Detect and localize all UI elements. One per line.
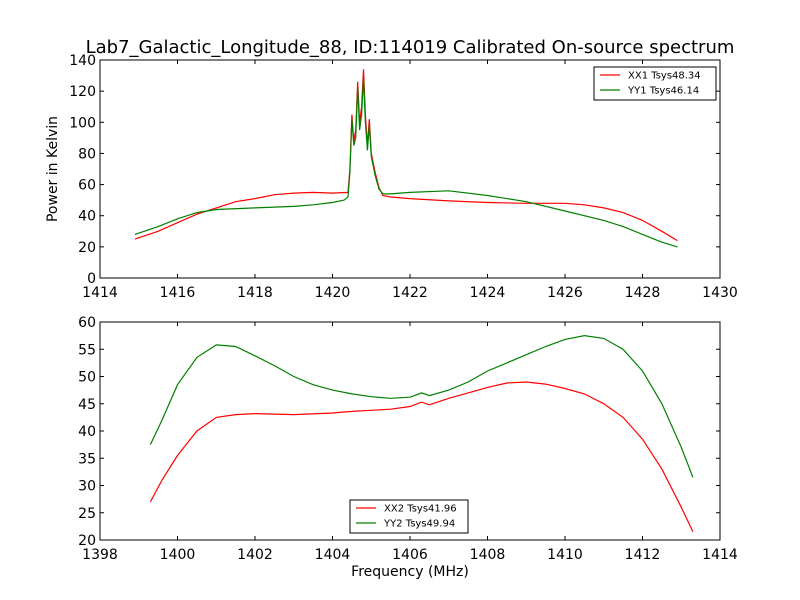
x-tick-label: 1420 xyxy=(315,285,351,301)
top-panel: 1414 1416 1418 1420 1422 1424 1426 1428 1430 0 20 4… xyxy=(45,53,738,301)
chart-title: Lab7_Galactic_Longitude_88, ID:114019 Ca… xyxy=(86,37,735,58)
x-tick-label: 1408 xyxy=(470,547,506,563)
y-tick-label: 140 xyxy=(69,53,96,69)
x-axis-label: Frequency (MHz) xyxy=(351,564,469,580)
legend: XX1 Tsys48.34 YY1 Tsys46.14 xyxy=(593,66,717,101)
x-tick-label: 1414 xyxy=(702,547,738,563)
legend-box xyxy=(349,499,469,534)
x-tick-label: 1400 xyxy=(160,547,196,563)
legend: XX2 Tsys41.96 YY2 Tsys49.94 xyxy=(349,499,469,534)
series-line xyxy=(149,334,694,478)
legend-label: XX1 Tsys48.34 xyxy=(628,71,701,82)
plot-frame xyxy=(99,321,721,541)
series-line xyxy=(149,381,694,533)
y-tick-label: 55 xyxy=(78,342,96,358)
x-tick-label: 1430 xyxy=(702,285,738,301)
x-tick-label: 1418 xyxy=(237,285,273,301)
legend-label: YY1 Tsys46.14 xyxy=(627,86,699,97)
series-line xyxy=(134,69,678,242)
legend-label: YY2 Tsys49.94 xyxy=(383,519,455,530)
x-tick-label: 1414 xyxy=(82,285,118,301)
y-tick-label: 30 xyxy=(78,479,96,495)
y-tick-label: 100 xyxy=(69,115,96,131)
y-tick-label: 120 xyxy=(69,84,96,100)
x-tick-label: 1398 xyxy=(82,547,118,563)
x-tick-label: 1422 xyxy=(392,285,428,301)
x-tick-label: 1416 xyxy=(160,285,196,301)
y-tick-label: 45 xyxy=(78,397,96,413)
y-tick-label: 40 xyxy=(78,209,96,225)
x-tick-label: 1404 xyxy=(315,547,351,563)
x-tick-label: 1424 xyxy=(470,285,506,301)
plot-frame xyxy=(99,59,721,279)
legend-box xyxy=(593,66,717,101)
y-tick-label: 80 xyxy=(78,146,96,162)
legend-label: XX2 Tsys41.96 xyxy=(384,504,457,515)
x-tick-label: 1428 xyxy=(625,285,661,301)
y-tick-label: 60 xyxy=(78,178,96,194)
bottom-panel: 1398 1400 1402 1404 1406 1408 1410 1412 1414 20 25… xyxy=(78,315,738,580)
x-tick-label: 1402 xyxy=(237,547,273,563)
y-tick-label: 35 xyxy=(78,451,96,467)
y-tick-label: 0 xyxy=(87,271,96,287)
series-line xyxy=(134,78,678,248)
y-tick-label: 40 xyxy=(78,424,96,440)
y-tick-label: 60 xyxy=(78,315,96,331)
x-tick-label: 1426 xyxy=(547,285,583,301)
y-tick-label: 20 xyxy=(78,240,96,256)
y-tick-label: 20 xyxy=(78,533,96,549)
x-tick-label: 1410 xyxy=(547,547,583,563)
y-tick-label: 25 xyxy=(78,506,96,522)
y-tick-label: 50 xyxy=(78,370,96,386)
y-axis-label: Power in Kelvin xyxy=(45,116,61,222)
x-tick-label: 1412 xyxy=(625,547,661,563)
x-tick-label: 1406 xyxy=(392,547,428,563)
